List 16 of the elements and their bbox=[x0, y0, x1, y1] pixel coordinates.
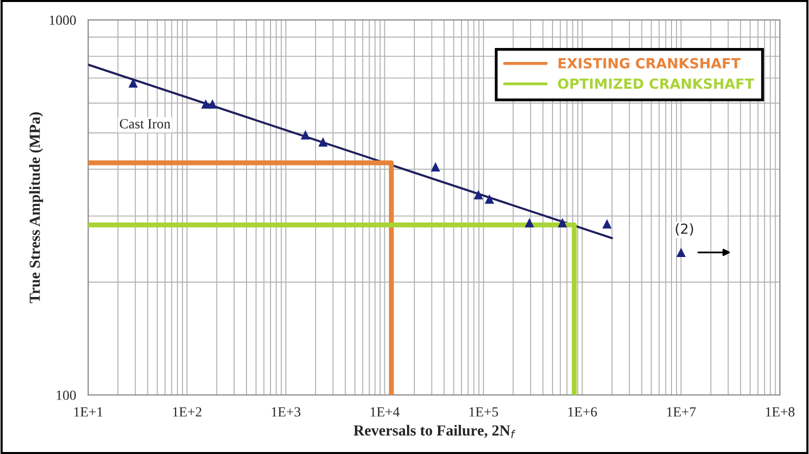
y-tick-label: 100 bbox=[56, 390, 76, 400]
y-axis-title: True Stress Amplitude (MPa) bbox=[29, 112, 44, 304]
annotation: (2) bbox=[676, 223, 694, 236]
x-tick-label: 1E+1 bbox=[74, 407, 102, 416]
annotation: Cast Iron bbox=[120, 119, 170, 128]
y-tick-label: 1000 bbox=[50, 16, 76, 25]
legend-label: EXISTING CRANKSHAFT bbox=[558, 58, 740, 69]
x-tick-label: 1E+3 bbox=[272, 407, 300, 417]
x-tick-label: 1E+6 bbox=[568, 407, 597, 417]
x-tick-label: 1E+5 bbox=[470, 407, 498, 417]
x-tick-label: 1E+4 bbox=[370, 407, 400, 416]
x-tick-label: 1E+2 bbox=[173, 407, 202, 416]
x-axis-title: Reversals to Failure, 2N$_{f}$ bbox=[354, 424, 516, 438]
x-tick-label: 1E+8 bbox=[766, 407, 794, 417]
legend-label: OPTIMIZED CRANKSHAFT bbox=[558, 78, 754, 89]
x-tick-label: 1E+7 bbox=[667, 407, 696, 416]
